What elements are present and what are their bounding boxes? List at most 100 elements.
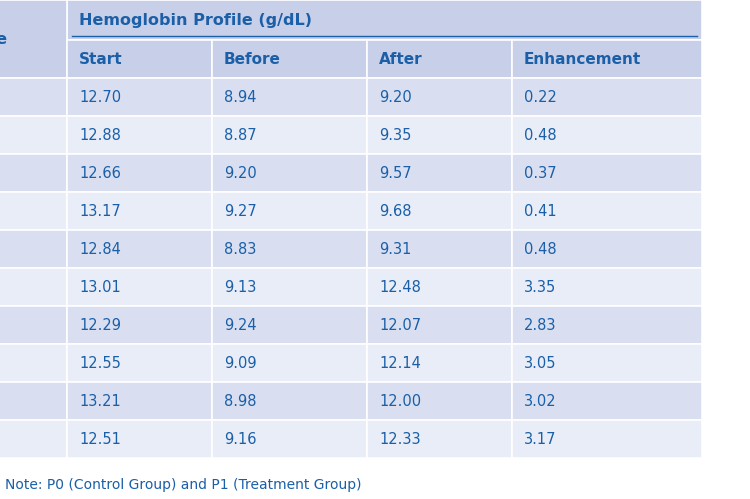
Text: 0.48: 0.48 (524, 128, 556, 143)
Bar (0, 306, 67, 344)
Bar (367, 192, 512, 230)
Text: 8.83: 8.83 (224, 242, 256, 256)
Text: 8.87: 8.87 (224, 128, 256, 143)
Bar (512, 382, 702, 420)
Bar (512, 230, 702, 268)
Bar (212, 78, 367, 116)
Text: 12.14: 12.14 (379, 355, 421, 370)
Text: 3.02: 3.02 (524, 394, 556, 409)
Bar (212, 420, 367, 458)
Text: 8.94: 8.94 (224, 89, 256, 104)
Bar (67, 420, 212, 458)
Text: 3.05: 3.05 (524, 355, 556, 370)
Text: 8.98: 8.98 (224, 394, 256, 409)
Bar (367, 420, 512, 458)
Bar (212, 230, 367, 268)
Bar (67, 78, 212, 116)
Bar (512, 78, 702, 116)
Bar (0, 268, 67, 306)
Bar (367, 344, 512, 382)
Bar (0, 382, 67, 420)
Text: 12.00: 12.00 (379, 394, 422, 409)
Bar (0, 458, 750, 499)
Text: 3.35: 3.35 (524, 279, 556, 294)
Bar (0, 78, 67, 116)
Bar (67, 230, 212, 268)
Text: 9.13: 9.13 (224, 279, 256, 294)
Bar (212, 268, 367, 306)
Bar (367, 230, 512, 268)
Text: Before: Before (224, 51, 280, 66)
Bar (512, 192, 702, 230)
Bar (512, 344, 702, 382)
Bar (67, 0, 702, 40)
Text: 9.27: 9.27 (224, 204, 256, 219)
Text: 9.20: 9.20 (224, 166, 256, 181)
Text: 12.70: 12.70 (79, 89, 122, 104)
Bar (0, 116, 67, 154)
Text: 9.35: 9.35 (379, 128, 411, 143)
Bar (367, 268, 512, 306)
Bar (67, 116, 212, 154)
Bar (212, 116, 367, 154)
Bar (512, 420, 702, 458)
Bar (212, 344, 367, 382)
Text: 0.41: 0.41 (524, 204, 556, 219)
Text: Hemoglobin Profile (g/dL): Hemoglobin Profile (g/dL) (79, 12, 312, 27)
Text: 12.55: 12.55 (79, 355, 121, 370)
Text: Start: Start (79, 51, 123, 66)
Text: 13.17: 13.17 (79, 204, 121, 219)
Text: Enhancement: Enhancement (524, 51, 641, 66)
Text: 0.48: 0.48 (524, 242, 556, 256)
Bar (512, 306, 702, 344)
Bar (0, 0, 67, 78)
Text: 12.48: 12.48 (379, 279, 421, 294)
Bar (212, 40, 367, 78)
Bar (67, 192, 212, 230)
Bar (67, 382, 212, 420)
Text: 9.68: 9.68 (379, 204, 412, 219)
Bar (367, 40, 512, 78)
Text: 13.21: 13.21 (79, 394, 121, 409)
Bar (67, 154, 212, 192)
Bar (367, 78, 512, 116)
Text: Note: P0 (Control Group) and P1 (Treatment Group): Note: P0 (Control Group) and P1 (Treatme… (5, 479, 362, 493)
Bar (512, 268, 702, 306)
Bar (367, 306, 512, 344)
Text: 13.01: 13.01 (79, 279, 121, 294)
Text: 9.09: 9.09 (224, 355, 256, 370)
Bar (0, 192, 67, 230)
Bar (367, 116, 512, 154)
Text: 9.24: 9.24 (224, 317, 256, 332)
Text: 12.66: 12.66 (79, 166, 121, 181)
Text: 0.22: 0.22 (524, 89, 556, 104)
Text: 9.31: 9.31 (379, 242, 411, 256)
Bar (212, 154, 367, 192)
Bar (512, 116, 702, 154)
Text: 9.16: 9.16 (224, 432, 256, 447)
Bar (67, 344, 212, 382)
Bar (67, 40, 212, 78)
Bar (367, 154, 512, 192)
Bar (212, 192, 367, 230)
Text: 9.20: 9.20 (379, 89, 412, 104)
Text: 12.33: 12.33 (379, 432, 421, 447)
Bar (0, 230, 67, 268)
Bar (512, 154, 702, 192)
Bar (67, 268, 212, 306)
Bar (0, 344, 67, 382)
Bar (0, 420, 67, 458)
Text: Code: Code (0, 31, 8, 46)
Text: After: After (379, 51, 423, 66)
Text: 0.37: 0.37 (524, 166, 556, 181)
Text: 3.17: 3.17 (524, 432, 556, 447)
Text: 9.57: 9.57 (379, 166, 412, 181)
Text: 12.84: 12.84 (79, 242, 121, 256)
Bar (212, 382, 367, 420)
Bar (212, 306, 367, 344)
Text: 12.51: 12.51 (79, 432, 121, 447)
Bar (67, 306, 212, 344)
Text: 12.88: 12.88 (79, 128, 121, 143)
Bar (0, 154, 67, 192)
Text: 2.83: 2.83 (524, 317, 556, 332)
